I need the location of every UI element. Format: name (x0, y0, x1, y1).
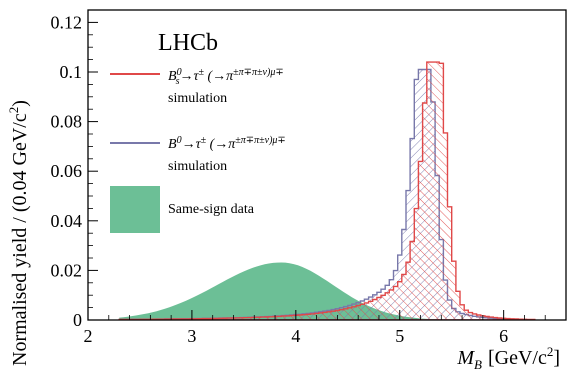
y-tick-label: 0.02 (51, 260, 83, 280)
x-tick-label: 3 (187, 326, 196, 346)
y-tick-label: 0.04 (51, 211, 83, 231)
legend-label-bs-line2: simulation (168, 91, 227, 106)
legend-label-b0: B0→τ± (→π±π∓π±ν)μ∓ (168, 135, 286, 152)
y-axis: 0 0.02 0.04 0.06 0.08 0.1 0.12 (51, 12, 98, 330)
x-tick-label: 2 (84, 326, 93, 346)
legend-item-data: Same-sign data (110, 186, 255, 233)
y-tick-label: 0.1 (60, 62, 83, 82)
x-axis: 2 3 4 5 6 (84, 310, 546, 346)
x-axis-label: MB [GeV/c2] (456, 344, 560, 372)
y-tick-label: 0.06 (51, 161, 83, 181)
plot-area (118, 61, 536, 320)
plot-frame (87, 9, 567, 321)
legend-swatch-data (110, 186, 160, 233)
x-tick-label: 4 (291, 326, 300, 346)
series-same-sign-data-area (119, 262, 452, 320)
y-tick-label: 0.12 (51, 12, 83, 32)
legend-item-b0: B0→τ± (→π±π∓π±ν)μ∓ simulation (110, 135, 286, 174)
x-tick-label: 5 (395, 326, 404, 346)
legend-label-data: Same-sign data (168, 202, 255, 217)
lhcb-label: LHCb (158, 30, 218, 56)
y-tick-label: 0 (73, 310, 82, 330)
y-axis-label: Normalised yield / (0.04 GeV/c2) (6, 100, 31, 366)
legend-label-bs: B0 s→τ± (→π±π∓π±ν)μ∓ (168, 67, 284, 87)
legend-label-b0-line2: simulation (168, 159, 227, 174)
series-bs-simulation-hist (118, 61, 536, 320)
x-tick-label: 6 (499, 326, 508, 346)
y-tick-label: 0.08 (51, 112, 83, 132)
legend-item-bs: B0 s→τ± (→π±π∓π±ν)μ∓ simulation (110, 67, 284, 106)
legend: B0 s→τ± (→π±π∓π±ν)μ∓ simulation B0→τ± (→π… (110, 67, 286, 233)
